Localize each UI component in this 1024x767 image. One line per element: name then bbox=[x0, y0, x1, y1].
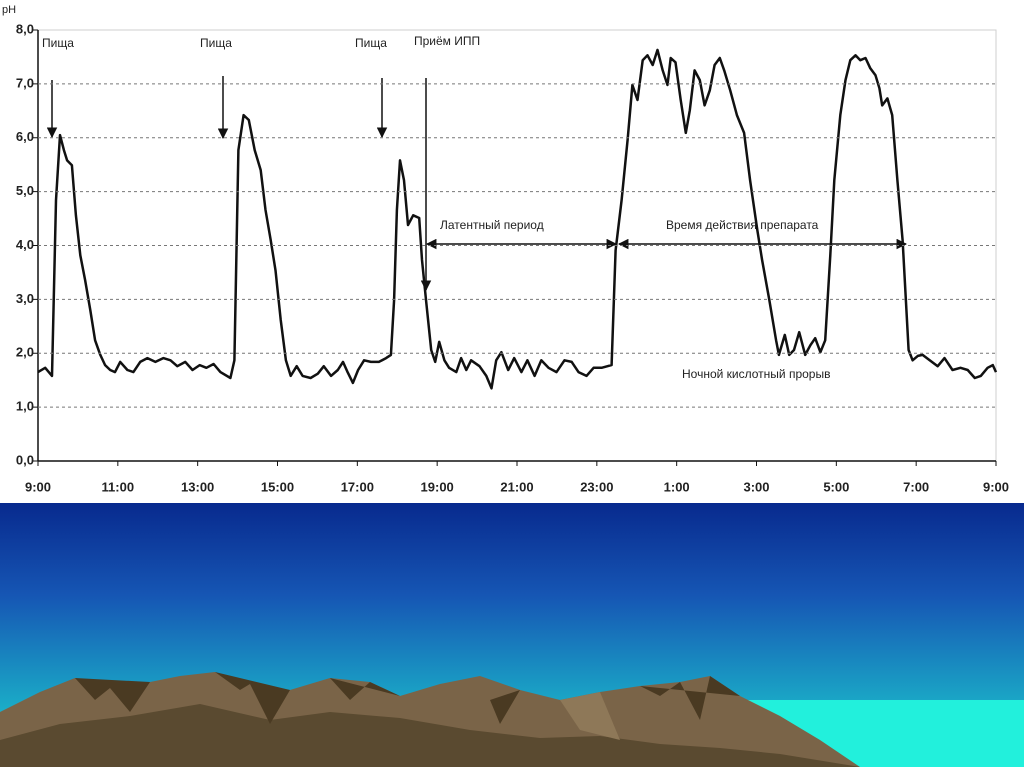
annotation: Время действия препарата bbox=[666, 218, 819, 232]
x-tick-label: 9:00 bbox=[983, 479, 1009, 494]
y-axis-label: pH bbox=[2, 4, 16, 16]
annotation: Латентный период bbox=[440, 218, 544, 232]
x-tick-label: 19:00 bbox=[421, 479, 454, 494]
x-tick-label: 11:00 bbox=[102, 479, 135, 494]
annotation: Приём ИПП bbox=[414, 34, 480, 48]
x-tick-label: 23:00 bbox=[580, 479, 613, 494]
mountains bbox=[0, 672, 860, 767]
chart-background bbox=[0, 0, 1024, 503]
annotation: Пища bbox=[200, 36, 232, 50]
x-tick-label: 3:00 bbox=[743, 479, 769, 494]
x-tick-label: 21:00 bbox=[500, 479, 533, 494]
y-tick-label: 0,0 bbox=[16, 452, 34, 467]
y-tick-label: 5,0 bbox=[16, 183, 34, 198]
x-tick-label: 13:00 bbox=[181, 479, 214, 494]
annotation: Пища bbox=[42, 36, 74, 50]
x-tick-label: 15:00 bbox=[261, 479, 294, 494]
ph-line bbox=[37, 48, 998, 390]
y-tick-label: 2,0 bbox=[16, 345, 34, 360]
y-tick-label: 8,0 bbox=[16, 21, 34, 36]
x-tick-label: 17:00 bbox=[341, 479, 374, 494]
y-tick-label: 1,0 bbox=[16, 399, 34, 414]
y-tick-label: 6,0 bbox=[16, 129, 34, 144]
x-tick-label: 7:00 bbox=[903, 479, 929, 494]
x-tick-label: 9:00 bbox=[25, 479, 51, 494]
x-tick-label: 5:00 bbox=[823, 479, 849, 494]
x-tick-label: 1:00 bbox=[664, 479, 690, 494]
y-tick-label: 7,0 bbox=[16, 75, 34, 90]
annotations: Пища Пища Пища Приём ИПП Латентный перио… bbox=[42, 34, 908, 381]
y-tick-label: 4,0 bbox=[16, 237, 34, 252]
y-tick-label: 3,0 bbox=[16, 291, 34, 306]
annotation: Ночной кислотный прорыв bbox=[682, 367, 830, 381]
annotation: Пища bbox=[355, 36, 387, 50]
